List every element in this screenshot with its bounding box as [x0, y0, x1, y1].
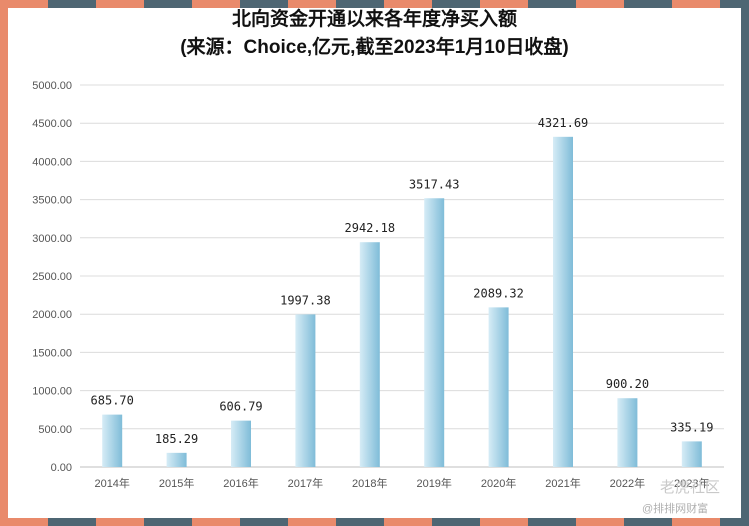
x-tick-label: 2016年: [223, 476, 258, 490]
bar: [553, 136, 573, 468]
y-tick-label: 3000.00: [32, 233, 72, 245]
y-tick-label: 3500.00: [32, 195, 72, 207]
bar: [295, 314, 316, 467]
x-tick-label: 2020年: [481, 476, 516, 490]
y-tick-label: 0.00: [51, 462, 72, 474]
x-tick-label: 2018年: [352, 476, 387, 490]
y-tick-label: 4500.00: [32, 118, 72, 130]
data-label: 900.20: [606, 377, 649, 391]
x-tick-label: 2014年: [94, 476, 129, 490]
bar: [424, 198, 445, 467]
data-label: 2942.18: [345, 221, 396, 235]
data-label: 3517.43: [409, 177, 460, 191]
data-label: 685.70: [91, 394, 134, 408]
y-tick-label: 500.00: [38, 424, 72, 436]
data-label: 2089.32: [473, 286, 524, 300]
y-tick-label: 1000.00: [32, 386, 72, 398]
x-tick-label: 2017年: [288, 476, 323, 490]
x-tick-label: 2021年: [545, 476, 580, 490]
y-tick-label: 4000.00: [32, 156, 72, 168]
bar: [359, 242, 380, 467]
data-label: 606.79: [219, 400, 262, 414]
y-tick-label: 5000.00: [32, 80, 72, 92]
x-tick-label: 2019年: [416, 476, 451, 490]
chart-title: 北向资金开通以来各年度净买入额: [231, 9, 517, 30]
data-label: 335.19: [670, 420, 713, 434]
chart-subtitle: (来源：Choice,亿元,截至2023年1月10日收盘): [180, 37, 569, 58]
x-tick-label: 2015年: [159, 476, 194, 490]
x-tick-label: 2023年: [674, 476, 709, 490]
bar: [102, 414, 123, 467]
bar: [681, 441, 702, 467]
data-label: 4321.69: [538, 116, 589, 130]
bar: [166, 452, 187, 467]
bar: [488, 307, 509, 467]
bar: [231, 420, 251, 467]
x-tick-label: 2022年: [610, 476, 645, 490]
data-label: 185.29: [155, 432, 198, 446]
watermark-source: @排排网财富: [642, 503, 709, 515]
y-tick-label: 1500.00: [32, 347, 72, 359]
y-tick-label: 2000.00: [32, 309, 72, 321]
data-label: 1997.38: [280, 293, 331, 307]
watermark-text: 老虎社区: [660, 479, 721, 496]
bar: [617, 398, 638, 467]
y-tick-label: 2500.00: [32, 271, 72, 283]
